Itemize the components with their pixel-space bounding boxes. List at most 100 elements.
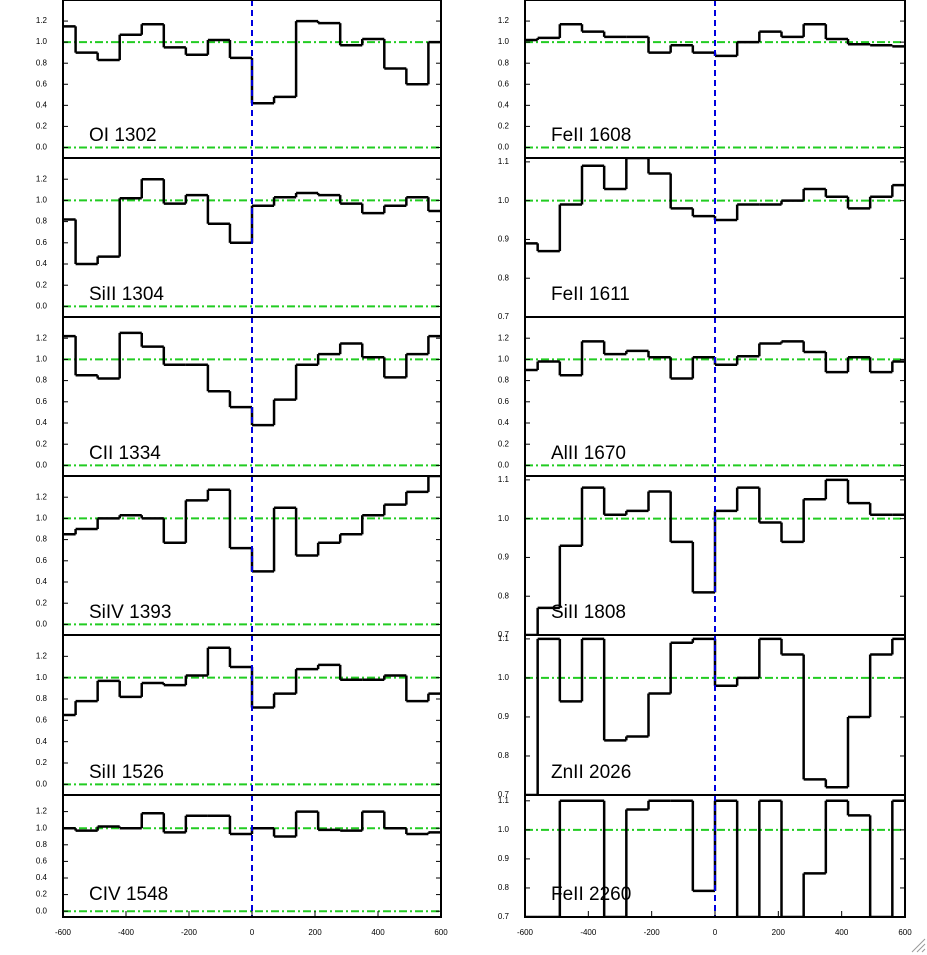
panel [525,0,905,158]
y-tick-label: 0.9 [498,712,510,721]
y-tick-label: 0.9 [498,553,510,562]
y-tick-label: 0.8 [36,376,48,385]
y-tick-label: 0.6 [36,79,48,88]
y-tick-label: 0.8 [498,751,510,760]
x-tick-label: 600 [434,928,448,937]
y-tick-label: 1.2 [36,807,48,816]
y-tick-label: 0.9 [498,235,510,244]
x-tick-label: -600 [55,928,72,937]
panel-label: CII 1334 [89,443,161,464]
panel [525,158,905,317]
panel-label: OI 1302 [89,125,157,146]
y-tick-label: 0.6 [36,715,48,724]
y-tick-label: 0.0 [36,620,48,629]
y-tick-label: 0.0 [36,302,48,311]
y-tick-label: 0.8 [498,273,510,282]
panel-label: AlII 1670 [551,443,626,464]
y-tick-label: 0.0 [498,143,510,152]
y-tick-label: 0.6 [498,79,510,88]
y-tick-label: 1.0 [498,673,510,682]
y-tick-label: 0.6 [36,397,48,406]
x-tick-label: 200 [772,928,786,937]
y-tick-label: 0.8 [498,376,510,385]
y-tick-label: 1.2 [36,16,48,25]
y-tick-label: 0.6 [36,857,48,866]
y-tick-label: 0.2 [36,122,48,131]
panel [525,317,905,476]
y-tick-label: 0.8 [36,217,48,226]
y-tick-label: 0.7 [498,790,510,799]
y-tick-label: 0.8 [498,591,510,600]
y-tick-label: 1.1 [498,634,510,643]
panel [525,635,905,795]
y-tick-label: 0.8 [36,58,48,67]
y-tick-label: 0.8 [36,694,48,703]
y-tick-label: 1.0 [498,196,510,205]
y-tick-label: 0.0 [36,906,48,915]
y-tick-label: 1.0 [498,514,510,523]
panel [63,635,441,795]
y-tick-label: 0.4 [498,100,510,109]
y-tick-label: 1.2 [36,651,48,660]
panel [525,795,905,917]
y-tick-label: 0.8 [498,58,510,67]
y-tick-label: 0.8 [36,535,48,544]
y-tick-label: 1.1 [498,157,510,166]
panel [63,317,441,476]
panel [63,158,441,317]
y-tick-label: 1.1 [498,475,510,484]
x-tick-label: -200 [644,928,661,937]
y-tick-label: 0.0 [36,143,48,152]
y-tick-label: 1.0 [498,37,510,46]
y-tick-label: 0.4 [36,418,48,427]
x-tick-label: 0 [250,928,255,937]
y-tick-label: 1.2 [498,16,510,25]
y-tick-label: 0.2 [498,122,510,131]
y-tick-label: 0.2 [36,439,48,448]
y-tick-label: 0.4 [36,259,48,268]
y-tick-label: 1.0 [498,825,510,834]
y-tick-label: 0.6 [36,556,48,565]
x-tick-label: -600 [517,928,534,937]
y-tick-label: 0.0 [36,779,48,788]
y-tick-label: 1.2 [36,492,48,501]
panel-label: SiIV 1393 [89,602,171,623]
x-tick-label: -400 [118,928,135,937]
y-tick-label: 0.2 [36,890,48,899]
x-tick-label: 600 [898,928,912,937]
y-tick-label: 0.8 [36,840,48,849]
panel-label: SiII 1808 [551,602,626,623]
y-tick-label: 0.7 [498,312,510,321]
y-tick-label: 0.4 [36,873,48,882]
y-tick-label: 1.0 [36,673,48,682]
x-tick-label: -200 [181,928,198,937]
y-tick-label: 0.2 [36,598,48,607]
y-tick-label: 1.0 [36,823,48,832]
panel-label: FeII 1608 [551,125,631,146]
y-tick-label: 0.6 [36,238,48,247]
y-tick-label: 0.0 [498,461,510,470]
y-tick-label: 1.2 [498,333,510,342]
panel-label: FeII 2260 [551,884,631,905]
y-tick-label: 1.0 [36,196,48,205]
x-tick-label: 400 [835,928,849,937]
y-tick-label: 1.2 [36,333,48,342]
y-tick-label: 0.2 [36,280,48,289]
y-tick-label: 1.0 [498,355,510,364]
x-tick-label: -400 [580,928,597,937]
y-tick-label: 1.0 [36,355,48,364]
y-tick-label: 0.4 [498,418,510,427]
panel [63,0,441,158]
y-tick-label: 0.4 [36,737,48,746]
y-tick-label: 0.4 [36,100,48,109]
y-tick-label: 0.2 [498,439,510,448]
panel-label: SiII 1526 [89,762,164,783]
y-tick-label: 0.4 [36,577,48,586]
panel-label: SiII 1304 [89,284,164,305]
panel [63,476,441,635]
y-tick-label: 0.8 [498,883,510,892]
panel-label: CIV 1548 [89,884,168,905]
y-tick-label: 0.9 [498,854,510,863]
panel [525,476,905,635]
